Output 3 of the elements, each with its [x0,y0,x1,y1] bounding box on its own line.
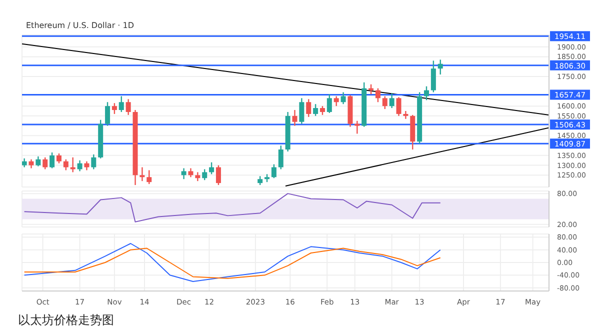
line-series [24,193,441,222]
text: 以太坊价格走势图 [18,312,115,329]
chart-title: Ethereum / U.S. Dollar · 1D [26,21,134,30]
